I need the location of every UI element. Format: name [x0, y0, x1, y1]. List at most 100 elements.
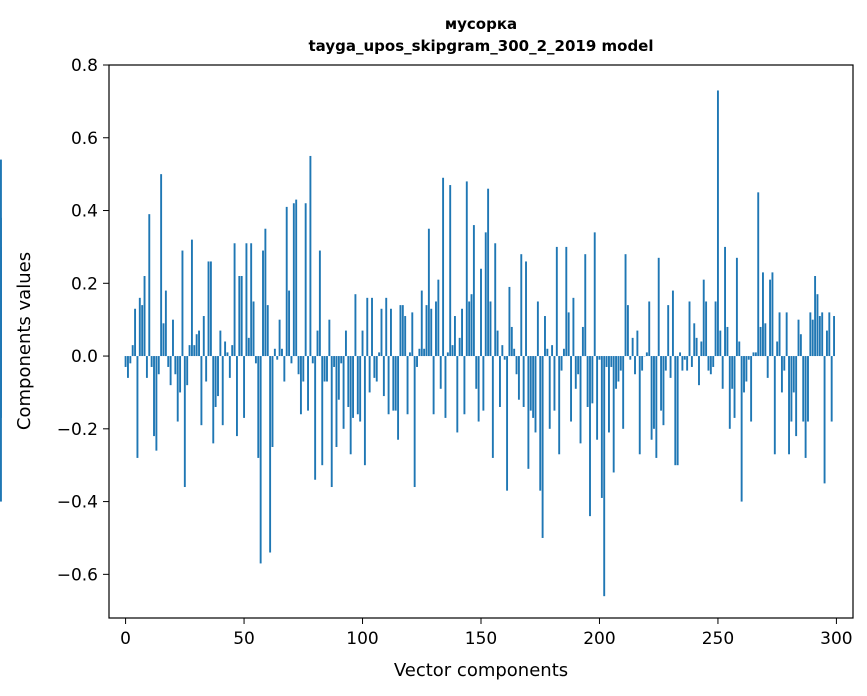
bar: [427, 228, 430, 357]
bar: [202, 316, 205, 357]
y-axis-ticks: −0.6 −0.4 −0.2 0.0 0.2 0.4 0.6 0.8: [57, 56, 109, 585]
plot-frame: [108, 64, 854, 619]
bar: [392, 356, 395, 411]
bar: [567, 312, 570, 357]
bar: [408, 352, 411, 357]
bar: [570, 356, 572, 422]
bar: [387, 356, 390, 415]
bar: [164, 290, 167, 357]
bar: [465, 181, 468, 357]
bar: [437, 279, 440, 357]
bar: [136, 356, 139, 458]
bar: [536, 301, 539, 357]
bar: [600, 356, 603, 498]
bar: [546, 348, 549, 357]
x-tick-label: 150: [465, 629, 497, 649]
bar: [735, 257, 738, 357]
bar: [198, 330, 200, 357]
bar: [226, 352, 229, 357]
bar: [176, 356, 179, 422]
bar: [385, 297, 388, 357]
bar: [733, 356, 736, 418]
bar: [401, 305, 404, 357]
bar: [181, 250, 184, 357]
bar: [769, 279, 772, 357]
bar: [349, 356, 352, 455]
chart-subtitle: tayga_upos_skipgram_300_2_2019 model: [309, 37, 654, 55]
bar: [131, 345, 134, 357]
bar: [634, 356, 636, 375]
bar: [615, 356, 618, 389]
bar: [439, 356, 442, 389]
bar: [430, 308, 433, 357]
y-tick-label: 0.6: [71, 129, 98, 149]
bar: [453, 316, 456, 357]
y-tick-label: 0.4: [71, 202, 98, 222]
bar: [337, 356, 340, 400]
bar: [508, 286, 511, 357]
bar: [352, 356, 354, 418]
bar: [195, 334, 198, 357]
bar: [671, 290, 674, 357]
bar: [304, 203, 307, 357]
bar: [757, 192, 760, 357]
bar: [667, 305, 670, 357]
bar: [645, 352, 648, 357]
bar: [707, 356, 710, 371]
bar: [515, 356, 518, 375]
bar: [273, 348, 276, 357]
bar: [141, 305, 144, 357]
bar: [366, 297, 369, 357]
bar: [378, 352, 381, 357]
bar: [290, 356, 293, 364]
bar: [416, 356, 418, 367]
bar: [363, 356, 366, 466]
bar: [373, 356, 376, 378]
bar: [553, 356, 556, 411]
bar: [598, 356, 601, 360]
bar: [719, 330, 722, 357]
bar: [714, 301, 717, 357]
bar: [314, 356, 317, 480]
bar: [811, 319, 814, 357]
bar: [814, 276, 817, 357]
bar: [638, 356, 641, 455]
bar: [326, 356, 328, 382]
bar: [266, 305, 269, 357]
bar: [818, 316, 821, 357]
bar: [750, 356, 753, 422]
bar: [510, 326, 513, 357]
bar: [0, 356, 2, 502]
bar: [544, 316, 546, 357]
bar: [390, 308, 392, 357]
bar: [240, 276, 243, 357]
bar: [288, 290, 291, 357]
x-tick-label: 100: [346, 629, 378, 649]
bar: [342, 356, 345, 429]
bar: [688, 301, 691, 357]
bar: [174, 356, 177, 375]
bar: [330, 356, 333, 488]
bar: [745, 356, 748, 382]
bar: [593, 232, 596, 357]
bar: [503, 356, 506, 360]
bar: [361, 330, 364, 357]
bar: [299, 356, 302, 415]
bar: [731, 356, 734, 389]
bar: [766, 356, 769, 378]
y-tick-label: −0.2: [57, 420, 98, 440]
bar: [496, 330, 499, 357]
bar: [762, 272, 764, 357]
bar: [477, 356, 480, 422]
bar: [292, 203, 295, 357]
bar: [783, 356, 786, 371]
bar: [664, 356, 667, 371]
bar: [207, 261, 210, 357]
bar: [371, 297, 373, 357]
bar: [236, 356, 238, 437]
bar: [823, 356, 826, 484]
bar: [693, 323, 696, 357]
bar: [328, 319, 331, 357]
bar: [679, 352, 681, 357]
bar: [271, 356, 274, 447]
